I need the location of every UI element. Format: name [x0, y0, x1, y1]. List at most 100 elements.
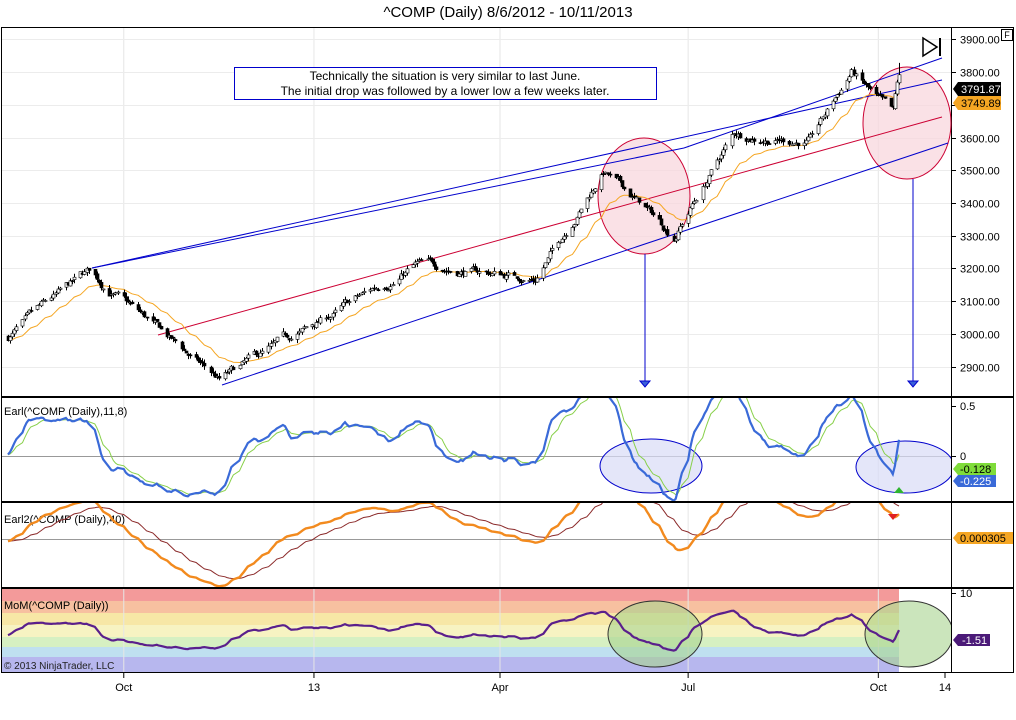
candle-body: [692, 200, 697, 204]
candle-body: [825, 108, 830, 117]
candle-body: [787, 140, 792, 145]
x-tick-label: 14: [939, 682, 951, 694]
candle-body: [883, 96, 888, 99]
earl-ellipse-june: [599, 438, 703, 494]
candle-body: [184, 350, 189, 354]
ema-last-label: 3749.89: [961, 98, 1001, 110]
candle-body: [285, 334, 290, 338]
candle-body: [866, 83, 871, 88]
candle-body: [694, 200, 699, 203]
candle-body: [709, 169, 714, 176]
candle-body: [101, 288, 106, 291]
candle-body: [297, 330, 302, 334]
last-close-label: 3791.87: [961, 84, 1001, 96]
candle-body: [51, 293, 56, 299]
y-tick-label: 3200.00: [960, 264, 1000, 276]
candle-body: [182, 348, 187, 351]
candle-body: [434, 266, 439, 270]
candle-body: [39, 300, 44, 307]
candle-body: [575, 216, 580, 225]
candle-body: [880, 94, 885, 98]
candle-body: [283, 332, 288, 336]
candle-body: [895, 81, 900, 95]
last-close-tag: [953, 82, 1001, 96]
candle-body: [603, 171, 608, 174]
candle-body: [136, 304, 141, 311]
candle-body: [889, 97, 894, 107]
candle-body: [376, 289, 381, 291]
candle-body: [391, 284, 396, 287]
earl-panel-label: Earl(^COMP (Daily),11,8): [4, 406, 127, 418]
candle-body: [593, 188, 598, 192]
skip-to-end-icon[interactable]: [922, 36, 941, 58]
candle-body: [579, 208, 584, 213]
candle-body: [628, 188, 633, 198]
candle-body: [868, 86, 873, 89]
candle-body: [78, 271, 83, 279]
candle-body: [723, 144, 728, 151]
candle-body: [56, 288, 61, 294]
y-tick-label: 3800.00: [960, 68, 1000, 80]
candlesticks: [6, 62, 902, 381]
price-tags: 3791.87 3749.89: [953, 82, 1001, 110]
candle-body: [269, 343, 274, 347]
candle-body: [95, 273, 100, 280]
candle-body: [246, 354, 251, 359]
f-button[interactable]: [1001, 29, 1013, 41]
candle-body: [145, 316, 150, 319]
candle-body: [289, 338, 294, 341]
candle-body: [541, 267, 546, 279]
candle-body: [405, 268, 410, 274]
x-tick-label: Jul: [681, 682, 695, 694]
earl2-slow-line: [7, 503, 900, 580]
candle-body: [847, 76, 852, 82]
candle-body: [587, 197, 592, 200]
candle-body: [157, 322, 162, 328]
x-tick-label: 13: [308, 682, 320, 694]
earl-tick-label-0: 0: [960, 451, 966, 463]
x-tick-label: Oct: [870, 682, 887, 694]
candle-body: [893, 93, 898, 109]
candle-body: [188, 354, 193, 357]
x-tick-label: Oct: [115, 682, 132, 694]
candle-body: [173, 339, 178, 342]
candle-body: [543, 262, 548, 268]
f-button-label[interactable]: F: [1004, 30, 1010, 40]
horizontal-gridlines: [2, 39, 951, 368]
earl-panel: [1, 397, 1014, 502]
x-tick-label: Apr: [491, 682, 508, 694]
candle-body: [318, 317, 323, 324]
candle-body: [845, 79, 850, 90]
candle-body: [512, 272, 517, 276]
candle-body: [589, 191, 594, 198]
earl2-fast-line: [7, 503, 900, 587]
candle-body: [469, 268, 474, 272]
candle-body: [649, 207, 654, 214]
candle-body: [171, 336, 176, 339]
annotation-line-1: Technically the situation is very simila…: [310, 69, 581, 83]
chart-title: ^COMP (Daily) 8/6/2012 - 10/11/2013: [383, 4, 633, 21]
channel-mid-line: [157, 116, 943, 336]
earl2-panel: [1, 502, 1014, 588]
candle-body: [14, 326, 19, 331]
mom-ellipse-june: [607, 600, 703, 668]
skip-triangle[interactable]: [922, 36, 939, 58]
candle-body: [548, 251, 553, 260]
candle-body: [564, 235, 569, 237]
candle-body: [386, 289, 391, 292]
mom-band-red: [2, 589, 899, 601]
y-tick-label: 3900.00: [960, 35, 1000, 47]
candle-body: [463, 271, 468, 277]
candle-body: [333, 309, 338, 313]
candle-body: [388, 286, 393, 291]
candle-body: [87, 267, 92, 271]
candle-body: [432, 261, 437, 267]
candle-body: [347, 301, 352, 303]
y-tick-label: 3300.00: [960, 232, 1000, 244]
candle-body: [473, 266, 478, 271]
candle-body: [360, 292, 365, 295]
mom-tick-label-10: 10: [960, 588, 972, 600]
candle-body: [839, 89, 844, 95]
mom-band-yellow: [2, 613, 899, 625]
